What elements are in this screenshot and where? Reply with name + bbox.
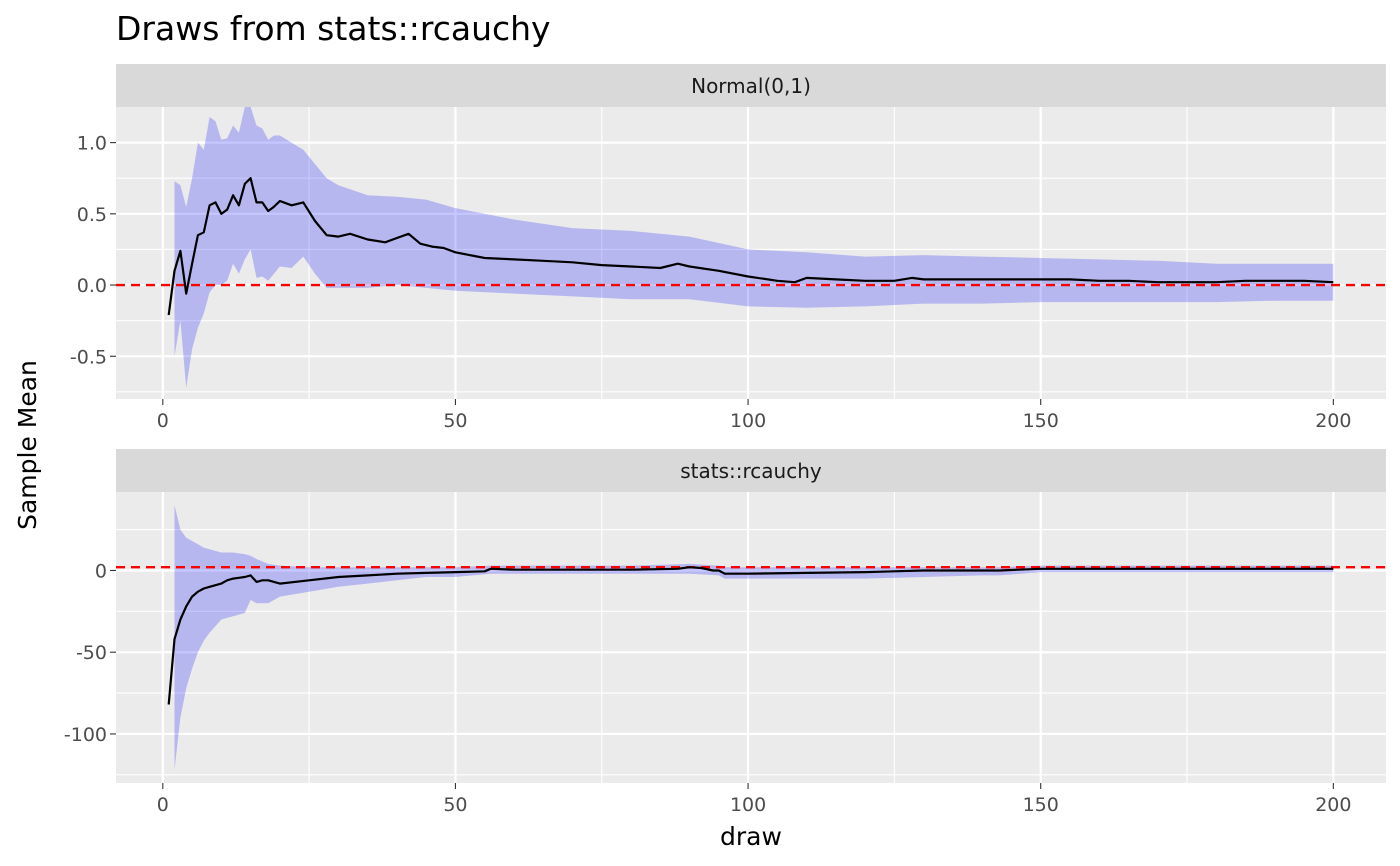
x-tick-label: 50 (443, 794, 467, 816)
mean-line-layer (167, 566, 1334, 705)
y-tick-label: 0.0 (77, 275, 107, 297)
major-gridlines (116, 492, 1386, 783)
facet-panel-cauchy: stats::rcauchy 0 50 100 150 200-100-500 (64, 449, 1386, 816)
x-tick-label: 100 (730, 410, 766, 432)
strip-background (116, 64, 1386, 107)
axis-layer: 0 50 100 150 200 -100 -50 0 (64, 560, 1352, 816)
strip-background (116, 449, 1386, 492)
strip-label: Normal(0,1) (691, 74, 811, 98)
x-tick-label: 0 (157, 410, 169, 432)
x-tick-label: 100 (730, 794, 766, 816)
y-tick-label: -100 (64, 724, 107, 746)
y-tick-label: 0.5 (77, 204, 107, 226)
y-axis-title: Sample Mean (13, 360, 42, 530)
x-tick-label: 150 (1023, 794, 1059, 816)
x-tick-label: 200 (1315, 410, 1351, 432)
chart-title: Draws from stats::rcauchy (116, 9, 551, 48)
y-tick-label: -50 (76, 642, 107, 664)
x-tick-label: 50 (443, 410, 467, 432)
y-tick-label: -0.5 (70, 346, 107, 368)
y-tick-label: 1.0 (77, 133, 107, 155)
mean-line-layer (167, 177, 1334, 316)
sample-mean-line (167, 177, 1334, 316)
minor-gridlines (116, 107, 1386, 399)
y-tick-label: 0 (95, 560, 107, 582)
facet-panel-normal: Normal(0,1) 0 50 100 150 200 -0.5 0.0 0.5 1.0 (70, 64, 1386, 432)
axis-layer: 0 50 100 150 200 -0.5 0.0 0.5 1.0 (70, 133, 1352, 432)
sample-mean-line (167, 566, 1334, 705)
panel-background (116, 107, 1386, 399)
strip-label: stats::rcauchy (680, 459, 822, 483)
x-tick-label: 150 (1023, 410, 1059, 432)
x-tick-label: 0 (157, 794, 169, 816)
panel-background (116, 492, 1386, 783)
confidence-ribbon (174, 107, 1334, 388)
confidence-ribbon-layer (174, 107, 1334, 388)
x-axis-title: draw (720, 822, 782, 851)
x-tick-label: 200 (1315, 794, 1351, 816)
